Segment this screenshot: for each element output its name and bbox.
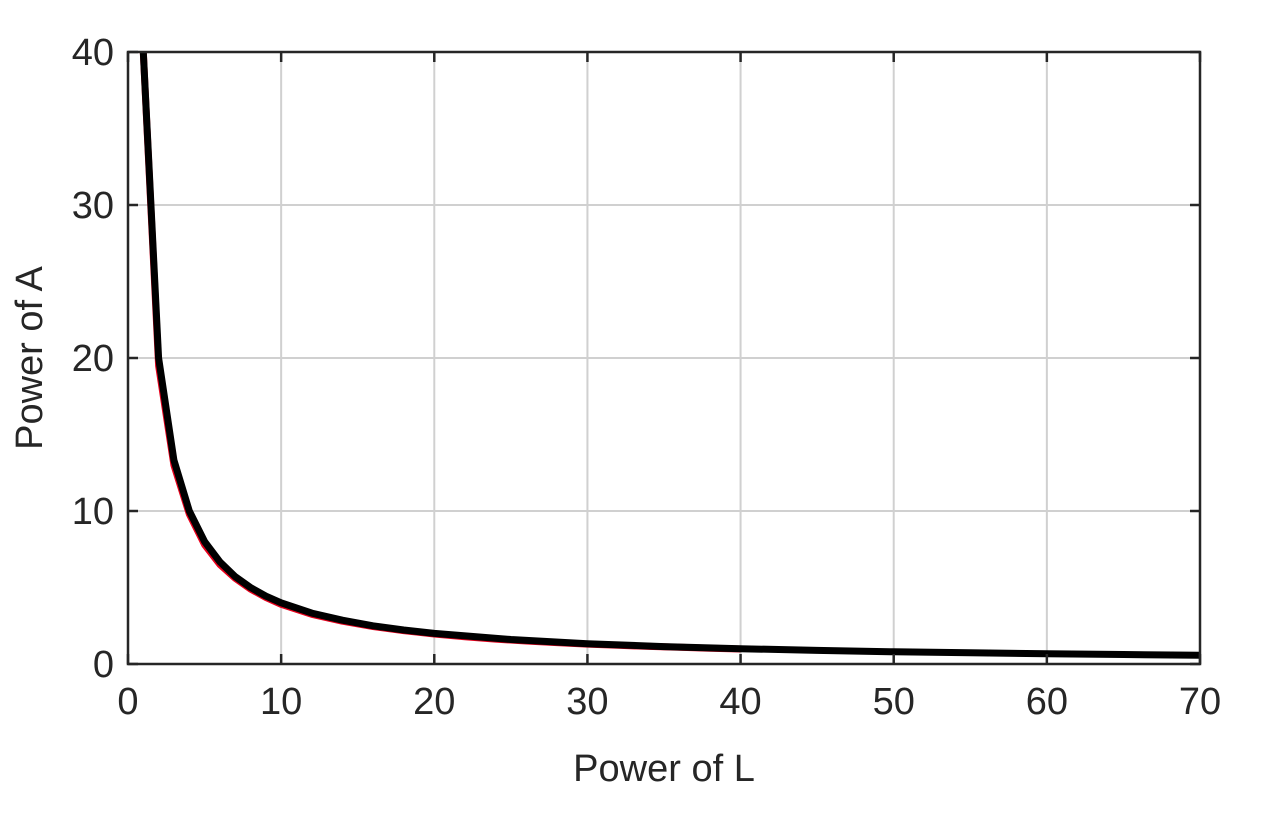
x-tick-label: 20: [413, 681, 455, 723]
y-tick-label: 20: [72, 338, 114, 380]
y-axis-label: Power of A: [9, 265, 51, 449]
x-tick-label: 60: [1026, 681, 1068, 723]
x-axis-label: Power of L: [573, 748, 755, 790]
y-tick-label: 40: [72, 32, 114, 74]
x-tick-label: 40: [719, 681, 761, 723]
series-line-2: [139, 51, 1201, 659]
y-tick-label: 10: [72, 491, 114, 533]
x-tick-label: 30: [566, 681, 608, 723]
x-tick-label: 10: [260, 681, 302, 723]
y-tick-label: 30: [72, 185, 114, 227]
tick-labels: 0 10 20 30 40 50 60 70 0 10 20 30 40: [72, 32, 1221, 723]
series-line-1: [139, 51, 741, 653]
y-tick-label: 0: [93, 644, 114, 686]
x-tick-label: 50: [873, 681, 915, 723]
series-layer: [139, 51, 1201, 659]
grid: [128, 52, 1200, 664]
x-tick-label: 0: [117, 681, 138, 723]
ticks: [126, 50, 1202, 666]
x-tick-label: 70: [1179, 681, 1221, 723]
